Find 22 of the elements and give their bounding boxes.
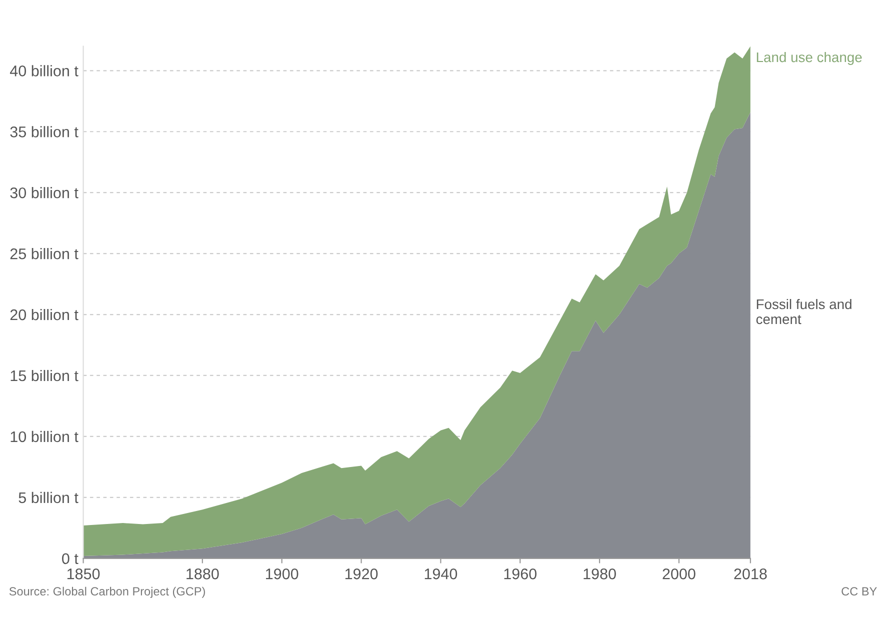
source-note: Source: Global Carbon Project (GCP) xyxy=(9,586,205,598)
y-tick-label: 20 billion t xyxy=(10,308,78,320)
x-tick-label: 1920 xyxy=(345,568,378,580)
series-label: Fossil fuels and cement xyxy=(756,298,852,324)
text: CC BY xyxy=(842,587,877,596)
y-tick-label: 25 billion t xyxy=(10,248,78,260)
x-tick-label: 1880 xyxy=(186,568,219,580)
y-tick-label: 10 billion t xyxy=(10,430,78,442)
x-tick-label: 1980 xyxy=(584,568,616,580)
y-tick-label: 30 billion t xyxy=(10,187,78,198)
x-tick-label: 1850 xyxy=(67,568,100,580)
series-label: Land use change xyxy=(756,52,862,65)
y-tick-label: 40 billion t xyxy=(10,65,78,76)
x-tick-label: 1960 xyxy=(504,568,537,580)
y-tick-label: 5 billion t xyxy=(18,492,78,504)
x-tick-label: 2018 xyxy=(734,568,767,580)
x-tick-label: 2000 xyxy=(662,568,696,580)
x-tick-label: 1900 xyxy=(266,568,298,580)
y-tick-label: 35 billion t xyxy=(10,126,78,138)
x-tick-label: 1940 xyxy=(424,568,458,580)
y-tick-label: 15 billion t xyxy=(10,370,78,382)
y-tick-label: 0 t xyxy=(62,553,78,564)
